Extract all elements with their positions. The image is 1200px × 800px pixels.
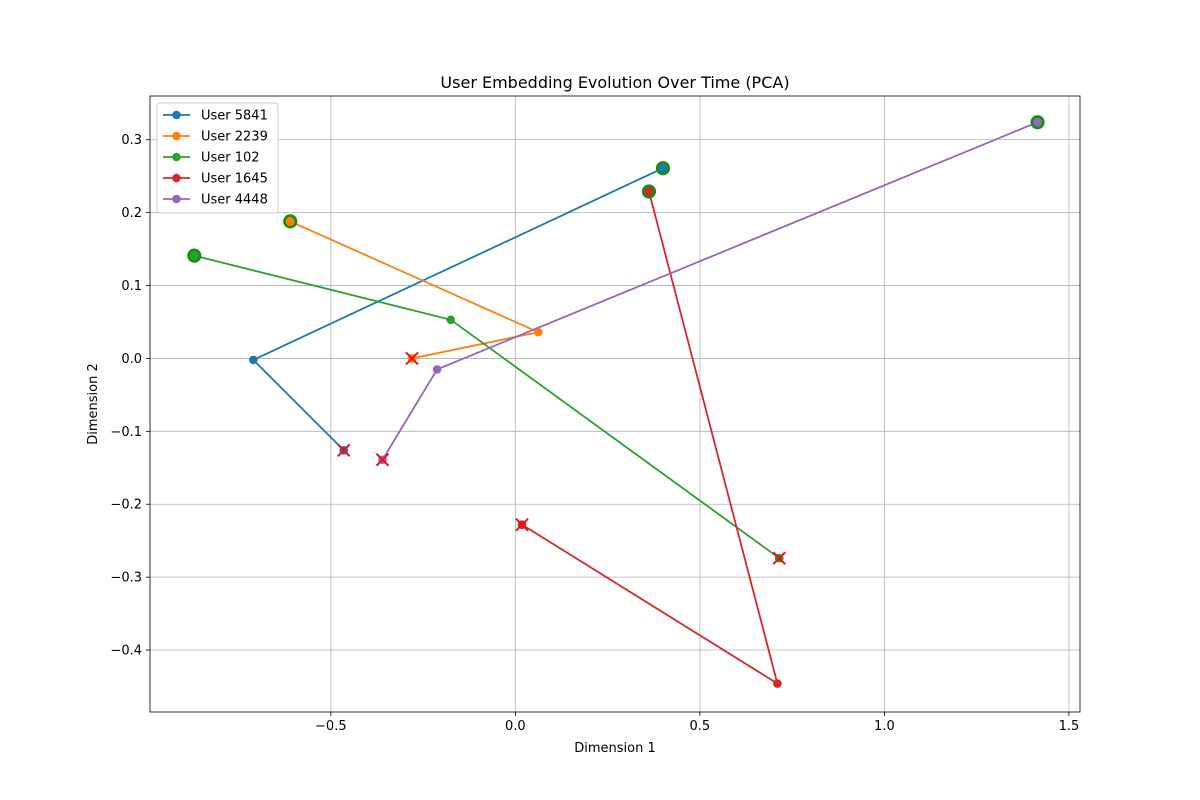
legend-label: User 2239 xyxy=(201,130,268,145)
series-group xyxy=(249,161,671,457)
y-tick-label: 0.2 xyxy=(121,206,142,221)
x-tick-label: 0.5 xyxy=(690,719,711,734)
data-point xyxy=(533,327,543,337)
legend: User 5841 User 2239 User 102 User 1645 User … xyxy=(156,102,279,214)
series-group xyxy=(283,214,543,366)
start-marker xyxy=(655,161,671,176)
x-tick-label: −0.5 xyxy=(315,719,347,734)
x-tick-label: 1.5 xyxy=(1059,719,1080,734)
legend-label: User 102 xyxy=(201,151,260,166)
data-point xyxy=(446,315,456,325)
y-tick-label: −0.1 xyxy=(110,425,142,440)
series-line xyxy=(381,121,1038,461)
y-tick-label: 0.1 xyxy=(121,279,142,294)
series-group xyxy=(515,184,782,688)
legend-item: User 5841 xyxy=(163,109,268,124)
ticks: −0.5 0.0 0.5 1.0 1.5 −0.4 −0.3 −0.2 −0.1 0.0 0.1 0.… xyxy=(110,133,1079,734)
series-line xyxy=(289,220,542,360)
data-point xyxy=(432,365,442,374)
y-axis-label: Dimension 2 xyxy=(86,363,101,445)
legend-marker xyxy=(172,194,181,204)
legend-marker xyxy=(172,173,181,183)
end-marker xyxy=(772,551,786,565)
end-marker xyxy=(337,443,351,457)
chart-title: User Embedding Evolution Over Time (PCA) xyxy=(440,73,789,92)
plot-frame xyxy=(149,95,1081,713)
series-line xyxy=(521,191,779,686)
legend-item: User 1645 xyxy=(163,172,268,187)
series-group xyxy=(187,248,786,565)
legend-box xyxy=(156,102,279,214)
x-tick-label: 1.0 xyxy=(874,719,895,734)
legend-item: User 102 xyxy=(163,151,260,166)
data-point xyxy=(773,679,782,688)
series-layer xyxy=(187,115,1045,688)
end-marker xyxy=(405,351,419,366)
x-tick-label: 0.0 xyxy=(505,719,526,734)
start-marker xyxy=(641,184,657,199)
grid xyxy=(150,96,1080,712)
start-marker xyxy=(1030,115,1045,130)
y-tick-label: 0.0 xyxy=(121,352,142,367)
legend-item: User 4448 xyxy=(163,193,268,208)
legend-marker xyxy=(172,110,181,120)
y-tick-label: −0.4 xyxy=(110,644,142,659)
legend-label: User 4448 xyxy=(201,193,268,208)
legend-marker xyxy=(172,131,181,141)
y-tick-label: −0.3 xyxy=(110,571,142,586)
x-axis-label: Dimension 1 xyxy=(574,741,656,756)
start-marker xyxy=(187,248,202,263)
series-line xyxy=(194,254,780,559)
legend-item: User 2239 xyxy=(163,130,268,145)
legend-label: User 5841 xyxy=(201,109,268,124)
series-group xyxy=(375,115,1045,467)
legend-marker xyxy=(172,152,181,162)
start-marker xyxy=(283,214,298,229)
data-point xyxy=(249,355,258,365)
y-tick-label: 0.3 xyxy=(121,133,142,148)
end-marker xyxy=(375,453,390,467)
y-tick-label: −0.2 xyxy=(110,498,142,513)
end-marker xyxy=(515,517,529,532)
legend-label: User 1645 xyxy=(201,172,268,187)
series-line xyxy=(251,167,664,451)
